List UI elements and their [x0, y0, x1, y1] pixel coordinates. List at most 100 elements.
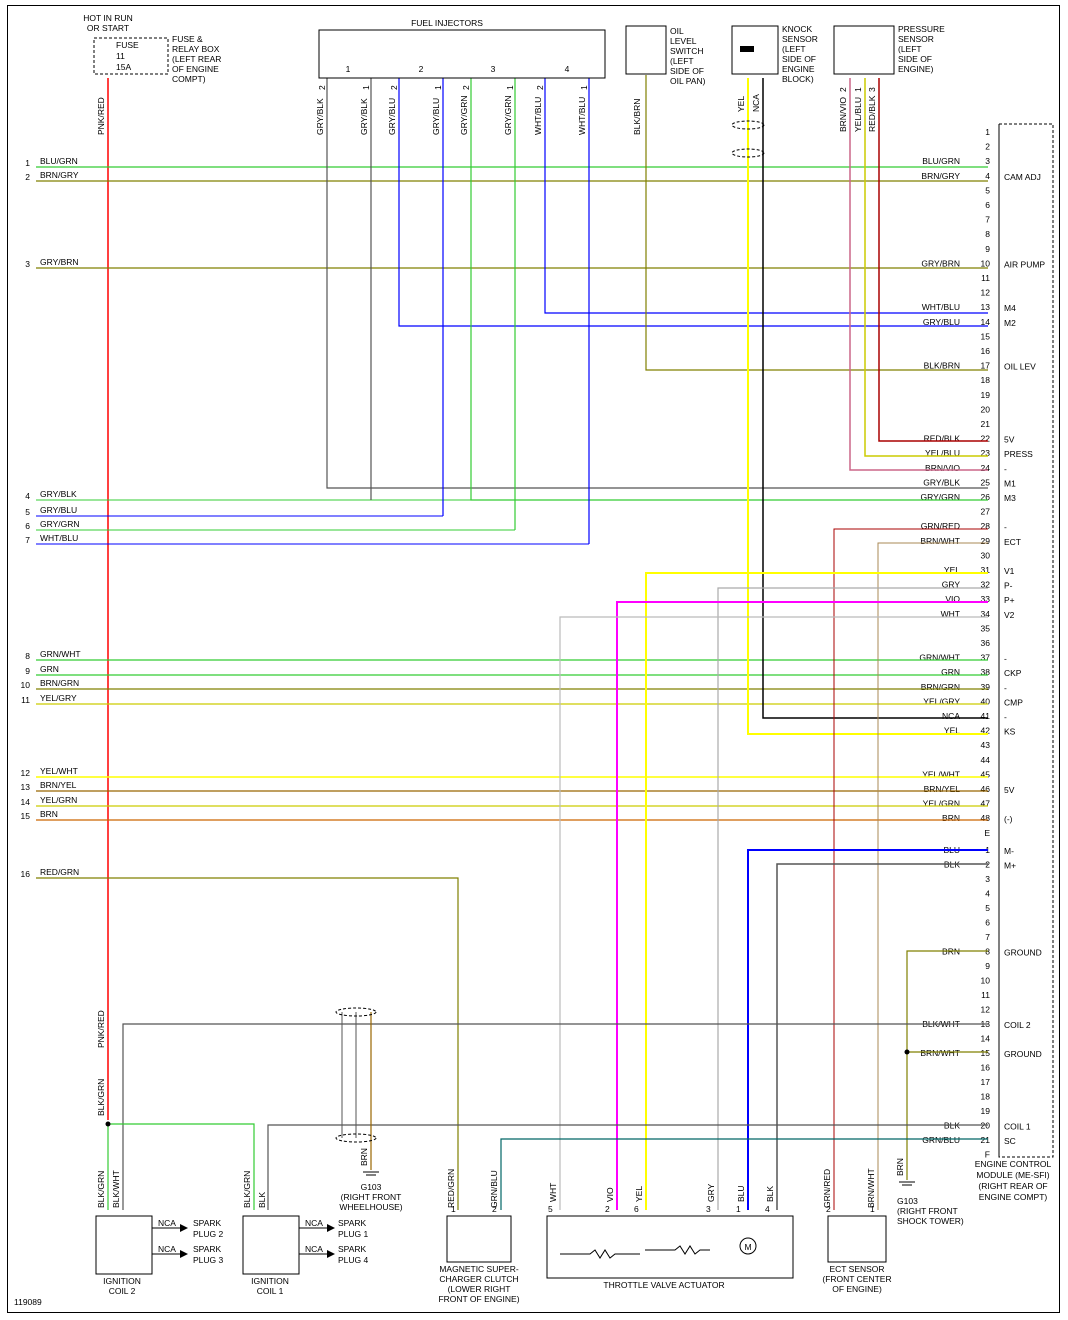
svg-text:BLK: BLK — [257, 1192, 267, 1208]
throttle-wire-label: YEL — [634, 1186, 644, 1202]
ecm-pin-number: 46 — [981, 784, 991, 794]
left-circuit-number: 2 — [25, 172, 30, 182]
ecm-pin-wire-label: BRN/GRN — [921, 682, 960, 692]
svg-text:OF ENGINE: OF ENGINE — [172, 64, 219, 74]
ecm-pin-number: 8 — [985, 229, 990, 239]
svg-text:ENGINE: ENGINE — [782, 64, 815, 74]
ecm-pin-number: 4 — [985, 171, 990, 181]
left-circuit-label: YEL/GRN — [40, 795, 77, 805]
left-circuit-label: YEL/GRY — [40, 693, 77, 703]
left-circuit-label: BRN/GRN — [40, 678, 79, 688]
ecm-pin-wire-label: YEL — [944, 565, 960, 575]
pressure-pin: 1 — [853, 87, 863, 92]
svg-text:(FRONT CENTER: (FRONT CENTER — [822, 1274, 891, 1284]
ecm-pin-number: 47 — [981, 799, 991, 809]
ecm-pin-function: PRESS — [1004, 449, 1033, 459]
svg-text:SPARK: SPARK — [193, 1244, 222, 1254]
ecm-pin-function: ECT — [1004, 537, 1021, 547]
injector-pin: 2 — [317, 85, 327, 90]
ecm-pin-number: 17 — [981, 361, 991, 371]
left-circuit-label: BLU/GRN — [40, 156, 78, 166]
throttle-pin: 6 — [634, 1204, 639, 1214]
left-circuit-number: 7 — [25, 535, 30, 545]
ecm-pin-function: M1 — [1004, 478, 1016, 488]
left-circuit-number: 9 — [25, 666, 30, 676]
ground-g103-left: BRN G103 (RIGHT FRONT WHEELHOUSE) — [335, 1007, 403, 1212]
svg-text:(LEFT REAR: (LEFT REAR — [172, 54, 221, 64]
svg-text:M: M — [744, 1242, 751, 1252]
svg-text:PLUG 4: PLUG 4 — [338, 1255, 369, 1265]
ect-sensor: GRN/RED BRN/WHT 2 1 ECT SENSOR (FRONT CE… — [822, 1168, 892, 1294]
ecm-pin-wire-label: BRN/VIO — [925, 463, 960, 473]
ecm-pin-function: CMP — [1004, 697, 1023, 707]
injector-pin: 1 — [505, 85, 515, 90]
svg-text:SPARK: SPARK — [338, 1218, 367, 1228]
ecm-pin-number: 9 — [985, 244, 990, 254]
supercharger-clutch: RED/GRN GRN/BLU 1 2 MAGNETIC SUPER- CHAR… — [438, 1169, 519, 1304]
ecm-pin-number: 6 — [985, 918, 990, 928]
ecm-pin-wire-label: BRN — [942, 813, 960, 823]
left-circuit-number: 12 — [21, 768, 31, 778]
svg-text:SIDE OF: SIDE OF — [782, 54, 816, 64]
ecm-pin-number: 38 — [981, 667, 991, 677]
ecm-pin-function: CKP — [1004, 668, 1022, 678]
svg-text:PNK/RED: PNK/RED — [96, 1010, 106, 1048]
ecm-pin-function: M3 — [1004, 493, 1016, 503]
injector-wire-label: WHT/BLU — [577, 97, 587, 135]
svg-text:CHARGER CLUTCH: CHARGER CLUTCH — [439, 1274, 518, 1284]
svg-text:BLOCK): BLOCK) — [782, 74, 814, 84]
wire-gry-blk — [326, 78, 988, 489]
wire-red-grn — [36, 877, 459, 1210]
ecm-pin-function: SC — [1004, 1136, 1016, 1146]
ecm-pin-list: 1234567891011121314151617181920212223242… — [981, 127, 991, 1160]
throttle-pin: 5 — [548, 1204, 553, 1214]
ecm-pin-wire-label: GRY/BRN — [921, 258, 960, 268]
svg-text:BRN/WHT: BRN/WHT — [866, 1168, 876, 1208]
ecm-pin-function: M+ — [1004, 861, 1016, 871]
svg-text:(RIGHT FRONT: (RIGHT FRONT — [341, 1192, 402, 1202]
ecm-pin-function: AIR PUMP — [1004, 259, 1045, 269]
ecm-pin-number: 20 — [981, 404, 991, 414]
svg-text:OR START: OR START — [87, 23, 129, 33]
ecm-wire-labels: BLU/GRN BRN/GRY GRY/BRN WHT/BLU GRY/BLU BLK/B… — [919, 156, 960, 1145]
ecm-pin-number: 15 — [981, 331, 991, 341]
ecm-pin-wire-label: NCA — [942, 711, 960, 721]
injector-wire-label: GRY/GRN — [503, 95, 513, 135]
ecm-pin-number: 25 — [981, 477, 991, 487]
wire-yel-v1 — [645, 572, 988, 1210]
svg-text:BRN: BRN — [359, 1148, 369, 1166]
throttle-pin: 4 — [765, 1204, 770, 1214]
svg-text:NCA: NCA — [751, 94, 761, 112]
ecm-pin-number: 26 — [981, 492, 991, 502]
ecm-pin-number: 34 — [981, 609, 991, 619]
ecm-pin-number: 4 — [985, 889, 990, 899]
ecm-pin-number: 11 — [981, 273, 990, 283]
throttle-wire-label: VIO — [605, 1187, 615, 1202]
injector-pin: 2 — [389, 85, 399, 90]
left-circuit-label: BRN/GRY — [40, 170, 79, 180]
svg-text:G103: G103 — [361, 1182, 382, 1192]
injector-pin: 1 — [361, 85, 371, 90]
wire-wht-blu — [544, 78, 988, 314]
pressure-sensor: PRESSURE SENSOR (LEFT SIDE OF ENGINE) BR… — [833, 24, 945, 132]
svg-text:HOT IN RUN: HOT IN RUN — [83, 13, 132, 23]
svg-text:1: 1 — [870, 1204, 875, 1214]
ecm-pin-function: V2 — [1004, 610, 1015, 620]
wire-grn-blu-sc — [500, 1138, 988, 1210]
svg-text:ENGINE): ENGINE) — [898, 64, 934, 74]
svg-text:ENGINE CONTROL: ENGINE CONTROL — [975, 1159, 1052, 1169]
injector-number: 2 — [419, 64, 424, 74]
svg-text:NCA: NCA — [305, 1218, 323, 1228]
ecm-pin-number: 17 — [981, 1077, 991, 1087]
left-circuit-number: 14 — [21, 797, 31, 807]
ecm-pin-function: - — [1004, 683, 1007, 693]
ecm-pin-number: 32 — [981, 580, 991, 590]
wire-yel-blu — [864, 78, 988, 457]
svg-text:MAGNETIC SUPER-: MAGNETIC SUPER- — [439, 1264, 519, 1274]
ecm-pin-function: GROUND — [1004, 948, 1042, 958]
ecm-pin-function: 5V — [1004, 785, 1015, 795]
throttle-wire-label: WHT — [548, 1183, 558, 1202]
svg-text:KNOCK: KNOCK — [782, 24, 813, 34]
ecm-pin-number: 12 — [981, 288, 991, 298]
left-circuit-number: 15 — [21, 811, 31, 821]
